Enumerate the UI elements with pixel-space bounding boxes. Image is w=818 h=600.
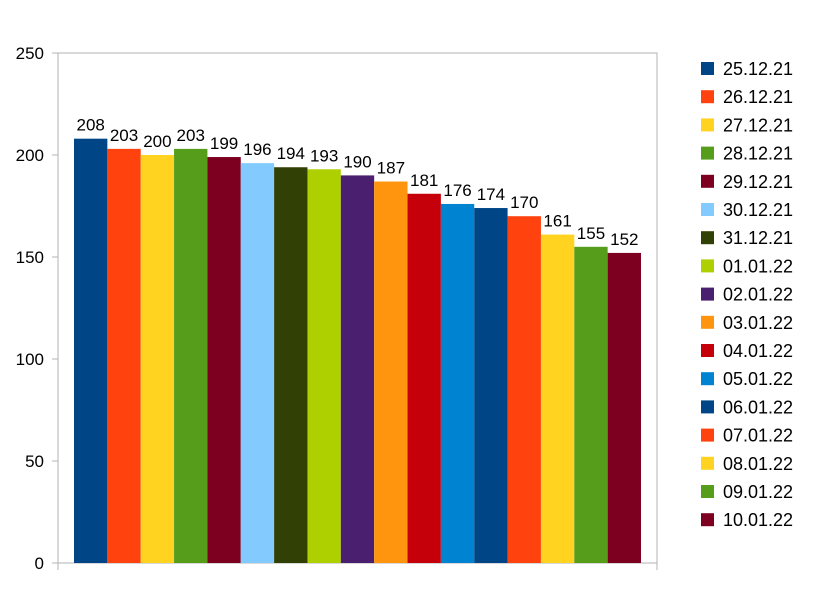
legend-swatch-02.01.22 bbox=[701, 287, 714, 301]
legend-swatch-01.01.22 bbox=[701, 259, 714, 273]
legend-label-27.12.21: 27.12.21 bbox=[723, 115, 793, 135]
bar-10.01.22 bbox=[607, 252, 641, 564]
bar-06.01.22 bbox=[474, 208, 508, 564]
legend-swatch-08.01.22 bbox=[701, 456, 714, 470]
legend-swatch-28.12.21 bbox=[701, 146, 714, 160]
data-label-02.01.22: 190 bbox=[343, 152, 371, 171]
legend-label-30.12.21: 30.12.21 bbox=[723, 200, 793, 220]
legend-label-26.12.21: 26.12.21 bbox=[723, 87, 793, 107]
legend-label-09.01.22: 09.01.22 bbox=[723, 482, 793, 502]
bar-05.01.22 bbox=[440, 203, 475, 563]
legend-swatch-09.01.22 bbox=[701, 485, 714, 498]
bar-31.12.21 bbox=[274, 167, 308, 564]
data-label-27.12.21: 200 bbox=[143, 132, 171, 151]
legend-swatch-05.01.22 bbox=[701, 372, 714, 386]
legend-label-29.12.21: 29.12.21 bbox=[723, 172, 793, 192]
legend-swatch-04.01.22 bbox=[701, 344, 714, 357]
legend-label-03.01.22: 03.01.22 bbox=[723, 313, 793, 333]
bar-08.01.22 bbox=[540, 234, 575, 563]
legend-label-28.12.21: 28.12.21 bbox=[723, 144, 793, 164]
bar-03.01.22 bbox=[374, 181, 408, 563]
bar-25.12.21 bbox=[74, 138, 108, 563]
legend: 25.12.21 26.12.21 27.12.21 28.12.21 29.12.21… bbox=[701, 59, 793, 530]
data-label-07.01.22: 170 bbox=[510, 193, 538, 212]
data-label-01.01.22: 193 bbox=[310, 146, 338, 165]
data-label-06.01.22: 174 bbox=[477, 185, 505, 204]
bar-27.12.21 bbox=[140, 155, 175, 563]
legend-label-05.01.22: 05.01.22 bbox=[723, 369, 793, 389]
data-label-08.01.22: 161 bbox=[543, 212, 571, 231]
data-label-04.01.22: 181 bbox=[410, 171, 438, 190]
data-label-03.01.22: 187 bbox=[377, 159, 405, 178]
legend-swatch-03.01.22 bbox=[701, 315, 714, 329]
legend-label-02.01.22: 02.01.22 bbox=[723, 285, 793, 305]
legend-swatch-07.01.22 bbox=[701, 428, 714, 442]
data-labels: 208 203 200 203 199 196 194 193 190 187 181 176 174 1… bbox=[76, 116, 638, 249]
legend-swatch-25.12.21 bbox=[701, 62, 714, 75]
bar-series bbox=[74, 138, 641, 564]
legend-label-08.01.22: 08.01.22 bbox=[723, 454, 793, 474]
y-tick-label: 250 bbox=[16, 44, 44, 63]
legend-swatch-29.12.21 bbox=[701, 174, 714, 188]
y-tick-label: 50 bbox=[25, 452, 44, 471]
legend-label-31.12.21: 31.12.21 bbox=[723, 228, 793, 248]
bar-07.01.22 bbox=[507, 216, 541, 563]
y-tick-label: 200 bbox=[16, 146, 44, 165]
y-tick-label: 100 bbox=[16, 350, 44, 369]
bar-01.01.22 bbox=[307, 169, 341, 563]
legend-label-10.01.22: 10.01.22 bbox=[723, 510, 793, 530]
legend-label-04.01.22: 04.01.22 bbox=[723, 341, 793, 361]
legend-swatch-31.12.21 bbox=[701, 231, 714, 245]
data-label-05.01.22: 176 bbox=[443, 181, 471, 200]
data-label-28.12.21: 203 bbox=[177, 126, 205, 145]
legend-swatch-06.01.22 bbox=[701, 400, 714, 414]
data-label-25.12.21: 208 bbox=[76, 116, 104, 135]
bar-04.01.22 bbox=[407, 193, 441, 563]
legend-label-06.01.22: 06.01.22 bbox=[723, 397, 793, 417]
bar-09.01.22 bbox=[574, 246, 608, 564]
legend-swatch-30.12.21 bbox=[701, 203, 714, 216]
bar-02.01.22 bbox=[340, 175, 375, 563]
data-label-31.12.21: 194 bbox=[277, 144, 305, 163]
data-label-30.12.21: 196 bbox=[243, 140, 271, 159]
bar-26.12.21 bbox=[107, 148, 141, 563]
y-axis: 0 50 100 150 200 250 bbox=[16, 44, 658, 573]
bar-29.12.21 bbox=[207, 157, 241, 564]
bar-28.12.21 bbox=[174, 148, 208, 563]
legend-swatch-10.01.22 bbox=[701, 513, 714, 527]
y-tick-label: 0 bbox=[35, 554, 44, 573]
data-label-29.12.21: 199 bbox=[210, 134, 238, 153]
legend-label-07.01.22: 07.01.22 bbox=[723, 426, 793, 446]
data-label-09.01.22: 155 bbox=[577, 224, 605, 243]
legend-swatch-27.12.21 bbox=[701, 118, 714, 132]
legend-swatch-26.12.21 bbox=[701, 90, 714, 104]
data-label-26.12.21: 203 bbox=[110, 126, 138, 145]
legend-label-25.12.21: 25.12.21 bbox=[723, 59, 793, 79]
y-tick-label: 150 bbox=[16, 248, 44, 267]
legend-label-01.01.22: 01.01.22 bbox=[723, 256, 793, 276]
data-label-10.01.22: 152 bbox=[610, 230, 638, 249]
bar-30.12.21 bbox=[240, 163, 275, 563]
